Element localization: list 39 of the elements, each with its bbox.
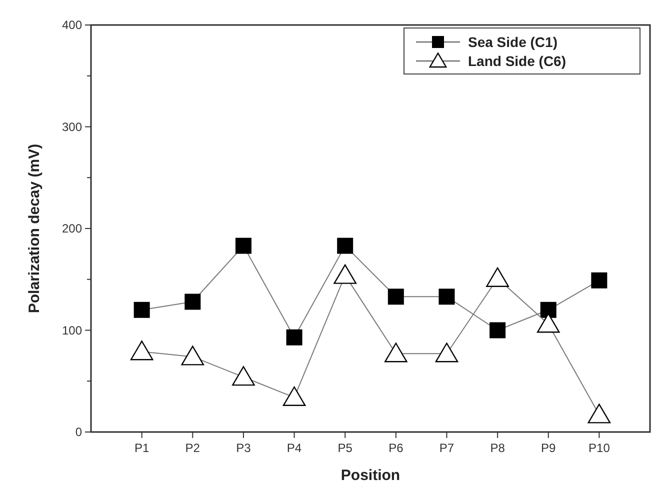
point — [540, 302, 556, 318]
y-tick-label: 200 — [62, 222, 82, 236]
y-tick-label: 100 — [62, 323, 82, 338]
point — [184, 294, 201, 310]
point — [486, 267, 509, 287]
point — [235, 238, 252, 254]
point — [438, 288, 455, 305]
point — [282, 386, 306, 406]
point — [286, 329, 302, 346]
point — [588, 404, 611, 424]
point — [388, 288, 404, 305]
point — [232, 366, 255, 386]
x-tick-label: P4 — [286, 441, 302, 455]
x-tick-label: P6 — [388, 441, 404, 455]
point — [591, 272, 608, 288]
point — [334, 264, 356, 284]
point — [337, 238, 354, 254]
point — [384, 342, 408, 362]
point — [134, 302, 150, 318]
x-tick-label: P10 — [588, 441, 610, 455]
legend-label: Land Side (C6) — [468, 52, 566, 69]
x-tick-label: P2 — [185, 441, 200, 455]
x-tick-label: P5 — [338, 441, 353, 455]
point — [181, 346, 204, 366]
point — [490, 322, 506, 338]
point — [536, 313, 560, 333]
point — [435, 342, 458, 362]
y-axis-title: Polarization decay (mV) — [26, 144, 43, 314]
point — [130, 340, 154, 360]
x-tick-label: P8 — [490, 441, 506, 455]
x-tick-label: P9 — [541, 441, 556, 455]
legend-label: Sea Side (C1) — [468, 34, 558, 50]
x-tick-label: P3 — [236, 441, 252, 455]
y-tick-label: 0 — [75, 425, 82, 440]
x-tick-label: P7 — [439, 441, 454, 455]
y-tick-label: 300 — [62, 120, 82, 134]
x-tick-label: P1 — [134, 441, 150, 455]
x-axis-title: Position — [340, 467, 400, 484]
y-tick-label: 400 — [62, 18, 82, 32]
